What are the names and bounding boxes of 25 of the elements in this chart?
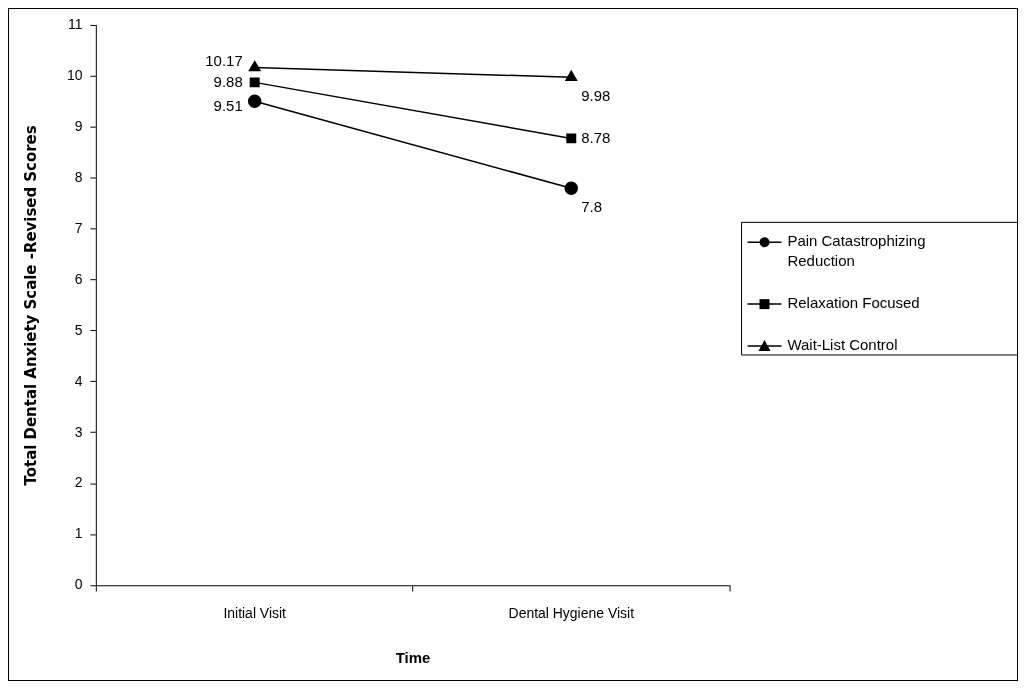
data-label: 9.51 xyxy=(213,97,243,115)
y-tick-label: 5 xyxy=(74,321,83,338)
data-label: 9.88 xyxy=(213,72,243,90)
y-tick-label: 9 xyxy=(74,118,83,135)
legend-label: Pain Catastrophizing Reduction xyxy=(787,232,926,270)
y-tick-label: 7 xyxy=(74,219,83,236)
data-label: 8.78 xyxy=(581,128,611,146)
x-axis-title: Time xyxy=(395,649,431,667)
y-tick-label: 0 xyxy=(74,576,83,593)
y-tick-label: 4 xyxy=(74,372,83,389)
data-label: 10.17 xyxy=(205,51,243,69)
y-tick-label: 6 xyxy=(74,270,83,287)
y-tick-label: 1 xyxy=(74,525,83,542)
y-tick-label: 8 xyxy=(74,168,83,185)
data-label: 7.8 xyxy=(581,198,603,216)
y-tick-label: 2 xyxy=(74,474,83,491)
y-tick-label: 11 xyxy=(67,16,83,33)
legend-label: Relaxation Focused xyxy=(787,294,920,312)
x-tick-label: Dental Hygiene Visit xyxy=(508,604,635,621)
legend-label: Wait-List Control xyxy=(787,336,898,354)
x-tick-label: Initial Visit xyxy=(223,604,287,621)
y-tick-label: 3 xyxy=(74,423,83,440)
y-tick-label: 10 xyxy=(66,67,83,84)
data-label: 9.98 xyxy=(581,87,611,105)
y-axis-title: Total Dental Anxiety Scale -Revised Scores xyxy=(21,125,40,486)
